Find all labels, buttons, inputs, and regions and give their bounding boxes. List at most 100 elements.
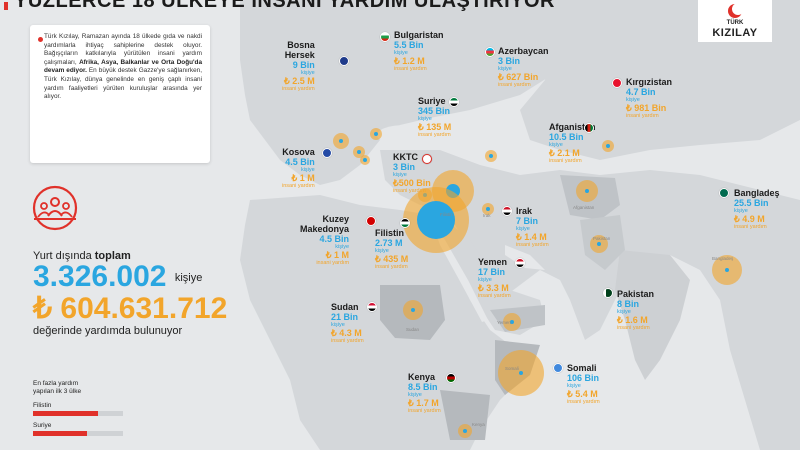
marker-core (606, 144, 610, 148)
people-count: 106 Bin (567, 373, 600, 383)
aid-amount: ₺ 4.3 M (331, 328, 362, 338)
marker-afganistan (576, 180, 598, 202)
flag-bulgaristan-icon (380, 32, 390, 42)
people-unit: kişiye (418, 116, 432, 122)
aid-amount: ₺500 Bin (393, 178, 431, 188)
people-unit: kişiye (375, 248, 389, 254)
aid-amount: ₺ 3.3 M (478, 283, 509, 293)
people-unit: kişiye (617, 309, 631, 315)
flag-somali-icon (553, 363, 563, 373)
amount-total: ₺ 604.631.712 (33, 292, 228, 326)
country-name: KKTC (393, 152, 418, 162)
top3-bar-fill (33, 431, 87, 436)
map-name-kenya: Kenya (472, 422, 485, 427)
marker-core (486, 207, 490, 211)
aid-unit: insani yardım (282, 86, 315, 92)
map-name-palestine: Filistin (440, 212, 453, 217)
people-unit: kişiye (478, 277, 492, 283)
label-makedonya: Kuzey Makedonya 4.5 Bin kişiye ₺ 1 M ins… (300, 214, 349, 266)
marker-sudan (403, 300, 423, 320)
marker-core (510, 320, 514, 324)
aid-amount: ₺ 435 M (375, 254, 409, 264)
top3-label-filistin: Filistin (33, 402, 52, 409)
people-unit: kişiye (300, 167, 315, 173)
people-count: 4.5 Bin (285, 157, 315, 167)
marker-core (339, 139, 343, 143)
people-unit: kişiye (335, 244, 350, 250)
summary-line1-bold: toplam (94, 250, 131, 262)
people-count: 10.5 Bin (549, 132, 584, 142)
flag-pakistan-icon (603, 288, 613, 298)
country-name: Azerbaycan (498, 46, 549, 56)
aid-amount: ₺ 135 M (418, 122, 452, 132)
label-kktc: KKTC 3 Bin kişiye ₺500 Bin insani yardım (393, 152, 431, 194)
country-name: Afganistan (549, 122, 596, 132)
label-filistin: Filistin 2.73 M kişiye ₺ 435 M insani ya… (375, 228, 408, 270)
marker-filistin (403, 187, 469, 253)
marker-core (463, 429, 467, 433)
intro-text-part2: En büyük destek Gazze'ye sağlanırken, Tü… (44, 67, 202, 101)
marker-core (417, 201, 455, 239)
flag-kirgizistan-icon (612, 78, 622, 88)
marker-core (585, 189, 589, 193)
aid-amount: ₺ 627 Bin (498, 72, 539, 82)
top3-heading-2: yapılan ilk 3 ülke (33, 388, 82, 395)
aid-unit: insani yardım (394, 66, 427, 72)
people-total-unit: kişiye (174, 272, 203, 285)
aid-amount: ₺ 1 M (291, 173, 315, 183)
people-unit: kişiye (394, 50, 408, 56)
flag-irak-icon (502, 206, 512, 216)
label-kenya: Kenya 8.5 Bin kişiye ₺ 1.7 M insani yard… (408, 372, 441, 414)
label-irak: Irak 7 Bin kişiye ₺ 1.4 M insani yardım (516, 206, 549, 248)
country-name: Yemen (478, 257, 508, 267)
marker-kenya (458, 424, 472, 438)
map-name-pakistan: Pakistan (593, 236, 611, 241)
country-name-line2: Makedonya (300, 224, 350, 234)
aid-amount: ₺ 2.5 M (283, 76, 315, 86)
people-count: 4.7 Bin (626, 87, 656, 97)
summary-block: Yurt dışında toplam 3.326.002 kişiye ₺ 6… (33, 250, 273, 337)
marker-core (411, 308, 415, 312)
aid-amount: ₺ 2.1 M (549, 148, 580, 158)
people-count: 17 Bin (478, 267, 506, 277)
country-name: Somali (567, 363, 597, 373)
aid-unit: insani yardım (567, 399, 600, 405)
aid-amount: ₺ 1 M (325, 250, 350, 260)
country-name: Sudan (331, 302, 359, 312)
country-name: Filistin (375, 228, 404, 238)
flag-sudan-icon (367, 302, 377, 312)
flag-afganistan-icon (584, 123, 594, 133)
marker-somali (498, 350, 544, 396)
label-bulgaristan: Bulgaristan 5.5 Bin kişiye ₺ 1.2 M insan… (394, 30, 444, 72)
people-count: 3 Bin (498, 56, 521, 66)
aid-amount: ₺ 4.9 M (734, 214, 765, 224)
map-name-iraq: Irak (483, 213, 491, 218)
intro-box: Türk Kızılay, Ramazan ayında 18 ülkede g… (30, 25, 210, 163)
flag-kosova-icon (322, 148, 332, 158)
marker-core (363, 158, 367, 162)
intro-text-part1: Türk Kızılay, Ramazan ayında 18 ülkede g… (44, 33, 202, 66)
people-unit: kişiye (300, 70, 315, 76)
people-count: 8.5 Bin (408, 382, 438, 392)
people-count: 25.5 Bin (734, 198, 769, 208)
marker-makedonya (360, 155, 370, 165)
aid-amount: ₺ 5.4 M (567, 389, 598, 399)
label-suriye: Suriye 345 Bin kişiye ₺ 135 M insani yar… (418, 96, 451, 138)
flag-bosna-icon (339, 56, 349, 66)
flag-kenya-icon (446, 373, 456, 383)
country-name: Kuzey (322, 214, 350, 224)
people-group-icon (32, 185, 78, 231)
aid-unit: insani yardım (734, 224, 767, 230)
flag-yemen-icon (515, 258, 525, 268)
aid-unit: insani yardım (331, 338, 364, 344)
label-banglades: Bangladeş 25.5 Bin kişiye ₺ 4.9 M insani… (734, 188, 780, 230)
top3-bar-fill (33, 411, 98, 416)
label-afganistan: Afganistan 10.5 Bin kişiye ₺ 2.1 M insan… (549, 122, 596, 164)
marker-bulgaristan (370, 128, 382, 140)
aid-unit: insani yardım (282, 183, 315, 189)
country-name-line2: Hersek (284, 50, 315, 60)
top3-block: En fazla yardım yapılan ilk 3 ülke Filis… (33, 380, 133, 436)
turk-kizilay-logo: TÜRK KIZILAY (698, 0, 772, 42)
label-azerbaycan: Azerbaycan 3 Bin kişiye ₺ 627 Bin insani… (498, 46, 549, 88)
